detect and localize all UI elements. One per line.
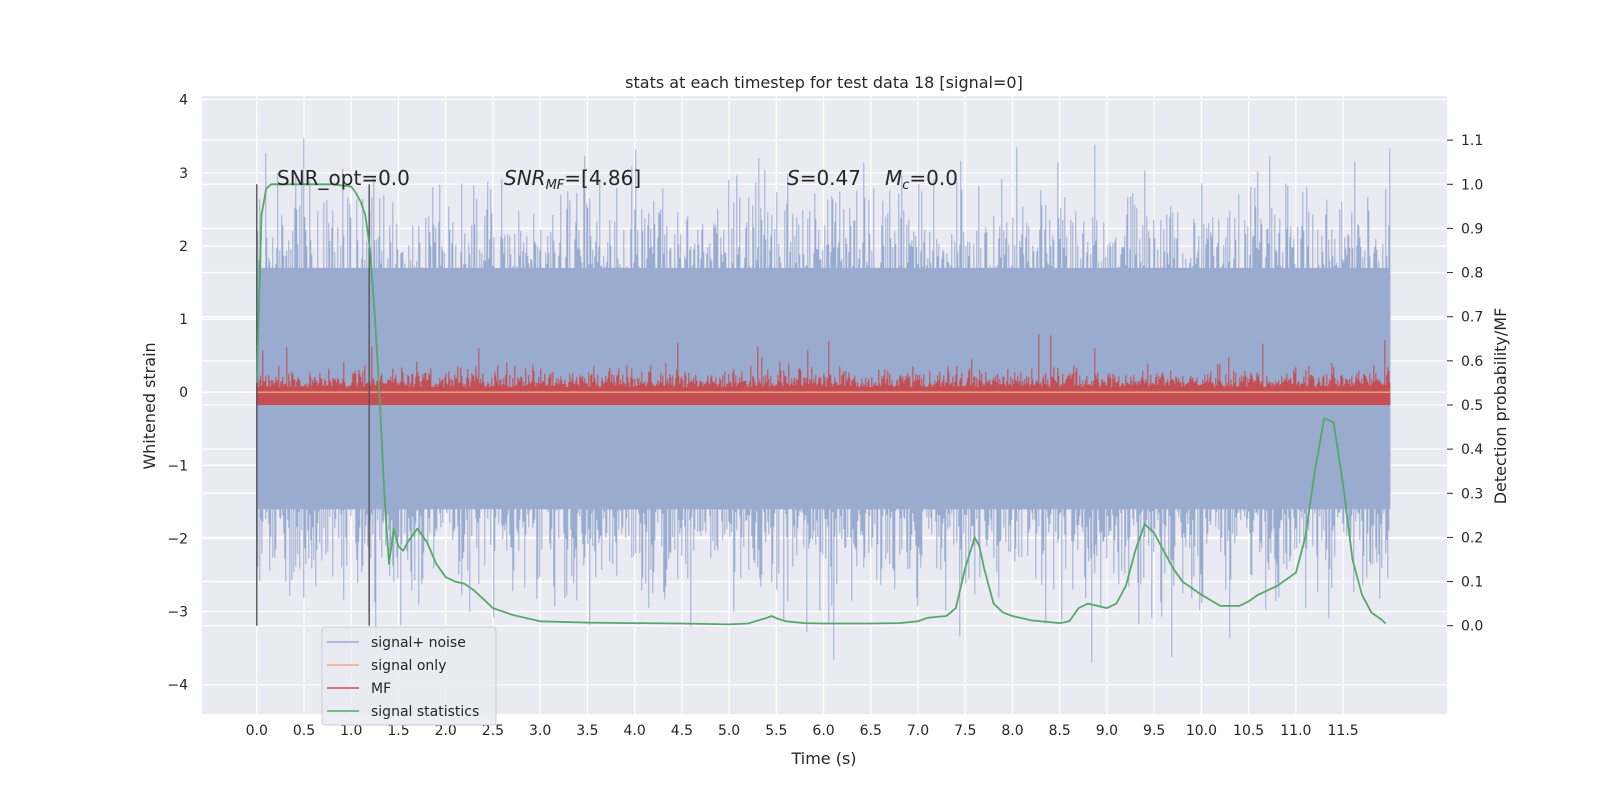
x-tick-label: 0.5 — [293, 723, 315, 739]
y2-tick-label: 0.6 — [1461, 354, 1483, 370]
y-tick-label: 4 — [179, 93, 188, 109]
y2-tick-label: 1.0 — [1461, 177, 1483, 193]
x-tick-label: 4.0 — [623, 723, 645, 739]
x-tick-label: 2.0 — [435, 723, 457, 739]
y-tick-label: 1 — [179, 312, 188, 328]
y2-tick-label: 0.4 — [1461, 442, 1483, 458]
snr-mf-sub: MF — [546, 178, 565, 193]
window-markers — [256, 184, 370, 626]
y2-tick-label: 0.1 — [1461, 575, 1483, 591]
x-tick-label: 7.5 — [954, 723, 976, 739]
x-axis-label: Time (s) — [790, 749, 856, 768]
y-ticks: 4 3 2 1 0 −1 −2 −3 −4 — [167, 93, 188, 694]
legend-label-noise: signal+ noise — [371, 635, 466, 651]
x-tick-label: 5.0 — [718, 723, 740, 739]
y2-tick-label: 0.8 — [1461, 266, 1483, 282]
x-tick-label: 5.5 — [765, 723, 787, 739]
y2-tick-label: 0.3 — [1461, 486, 1483, 502]
s-main: S — [787, 166, 800, 190]
mc-sub: c — [902, 178, 909, 193]
signal-statistics-series — [255, 183, 1387, 626]
mc-value: =0.0 — [909, 166, 958, 190]
x-tick-label: 2.5 — [482, 723, 504, 739]
snr-mf-main: SNR — [504, 166, 546, 190]
snr-mf-annotation: SNRMF=[4.86] — [504, 166, 641, 193]
x-tick-label: 8.5 — [1049, 723, 1071, 739]
y-tick-label: −2 — [167, 531, 188, 547]
y2-axis-label: Detection probability/MF — [1491, 308, 1510, 505]
s-value: =0.47 — [800, 166, 861, 190]
y-axis-label: Whitened strain — [140, 342, 159, 469]
mc-annotation: Mc=0.0 — [885, 166, 958, 193]
x-tick-label: 1.0 — [340, 723, 362, 739]
y2-tick-label: 0.0 — [1461, 619, 1483, 635]
mc-main: M — [885, 166, 902, 190]
y-tick-label: −3 — [167, 605, 188, 621]
x-tick-label: 10.5 — [1233, 723, 1264, 739]
x-tick-label: 8.0 — [1001, 723, 1023, 739]
s-annotation: S=0.47 — [787, 166, 861, 190]
x-tick-label: 11.0 — [1280, 723, 1311, 739]
x-tick-label: 1.5 — [387, 723, 409, 739]
legend-box — [321, 626, 497, 726]
legend-label-signal-statistics: signal statistics — [371, 704, 479, 720]
y2-tick-label: 0.2 — [1461, 530, 1483, 546]
y-tick-label: 2 — [179, 239, 188, 255]
legend-label-signal-only: signal only — [371, 658, 446, 674]
y2-tick-label: 0.7 — [1461, 310, 1483, 326]
snr-opt-annotation: SNR_opt=0.0 — [277, 166, 410, 190]
y-tick-label: 3 — [179, 166, 188, 182]
y2-tick-label: 0.9 — [1461, 221, 1483, 237]
y2-ticks: 1.1 1.0 0.9 0.8 0.7 0.6 0.5 0.4 0.3 0.2 0.1 0.0 — [1447, 133, 1483, 635]
y2-tick-label: 0.5 — [1461, 398, 1483, 414]
x-tick-label: 9.0 — [1096, 723, 1118, 739]
y-tick-label: −1 — [167, 458, 188, 474]
chart-title: stats at each timestep for test data 18 … — [625, 73, 1023, 92]
y2-tick-label: 1.1 — [1461, 133, 1483, 149]
legend-label-mf: MF — [371, 681, 391, 697]
legend: signal+ noise signal only MF signal stat… — [321, 626, 497, 726]
x-tick-label: 3.0 — [529, 723, 551, 739]
x-tick-label: 10.0 — [1186, 723, 1217, 739]
snr-mf-value: =[4.86] — [564, 166, 641, 190]
signal-statistics-trace — [255, 183, 1387, 626]
x-tick-label: 3.5 — [576, 723, 598, 739]
x-tick-label: 4.5 — [671, 723, 693, 739]
y-tick-label: −4 — [167, 678, 188, 694]
x-tick-label: 6.5 — [860, 723, 882, 739]
x-ticks: 0.0 0.5 1.0 1.5 2.0 2.5 3.0 3.5 4.0 4.5 5.0 5.5 6.0 6… — [246, 723, 1359, 739]
x-tick-label: 6.0 — [812, 723, 834, 739]
x-tick-label: 11.5 — [1328, 723, 1359, 739]
y-tick-label: 0 — [179, 385, 188, 401]
x-tick-label: 9.5 — [1143, 723, 1165, 739]
x-tick-label: 0.0 — [246, 723, 268, 739]
x-tick-label: 7.0 — [907, 723, 929, 739]
